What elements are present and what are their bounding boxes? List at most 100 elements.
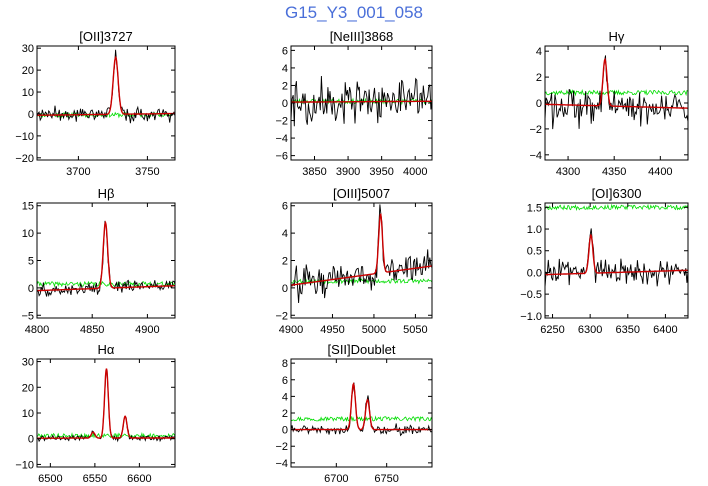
axes-frame <box>36 45 176 161</box>
x-tick-label: 5000 <box>362 324 386 336</box>
y-tick-label: 0 <box>282 425 288 437</box>
y-tick-label: −2 <box>275 310 288 322</box>
panel-title: Hβ <box>98 186 115 201</box>
model-fit <box>291 382 432 431</box>
y-tick-label: 4 <box>536 46 542 58</box>
axes-frame <box>544 202 689 319</box>
y-tick-label: 20 <box>22 65 34 77</box>
y-tick-label: 6 <box>282 201 288 213</box>
x-tick-label: 6350 <box>616 324 640 336</box>
plot-area <box>37 368 175 443</box>
plot-area <box>37 220 175 297</box>
panel-title: Hγ <box>609 29 625 44</box>
plot-area <box>291 204 432 304</box>
y-tick-label: −10 <box>15 459 34 471</box>
y-tick-label: 6 <box>282 375 288 387</box>
y-tick-label: 20 <box>22 382 34 394</box>
x-tick-label: 4900 <box>135 324 159 336</box>
y-tick-label: −2 <box>275 116 288 128</box>
x-tick-label: 4850 <box>80 324 104 336</box>
spectrum-panel: Hα −10 0 10 20 30 6500 6550 6600 <box>15 342 176 485</box>
x-tick-label: 3900 <box>336 166 360 178</box>
x-tick-label: 4900 <box>279 324 303 336</box>
x-tick-label: 3950 <box>369 166 393 178</box>
x-tick-label: 4800 <box>25 324 49 336</box>
spectrum-panel: [OI]6300 −1.0 −0.5 0.0 0.5 1.0 1.5 6250 6300 6350… <box>520 186 689 336</box>
model-fit <box>37 368 175 439</box>
y-tick-label: 0 <box>28 283 34 295</box>
y-tick-label: 10 <box>22 408 34 420</box>
y-tick-label: 2 <box>282 408 288 420</box>
y-tick-label: 4 <box>282 391 288 403</box>
x-tick-label: 6500 <box>38 473 62 485</box>
model-fit <box>291 213 432 286</box>
observed-spectrum <box>37 49 175 124</box>
y-tick-label: 2 <box>282 256 288 268</box>
y-tick-label: 10 <box>22 87 34 99</box>
observed-spectrum <box>545 55 688 130</box>
x-tick-label: 4350 <box>602 166 626 178</box>
y-tick-label: −4 <box>275 458 288 470</box>
y-tick-label: 0.5 <box>527 246 542 258</box>
observed-spectrum <box>291 204 432 304</box>
spectrum-panel: [NeIII]3868 −6 −4 −2 0 2 4 6 3850 3900 3950 4000 <box>275 29 433 178</box>
spectrum-panel: Hβ −5 0 5 10 15 4800 4850 4900 <box>21 186 176 336</box>
y-tick-label: 0 <box>28 109 34 121</box>
y-tick-label: 1.0 <box>527 224 542 236</box>
plot-area <box>37 49 175 124</box>
y-tick-label: 8 <box>282 358 288 370</box>
observed-spectrum <box>291 75 432 127</box>
y-tick-label: 4 <box>282 228 288 240</box>
y-tick-label: −2 <box>529 124 542 136</box>
x-tick-label: 3700 <box>66 166 90 178</box>
y-tick-label: 0.0 <box>527 267 542 279</box>
x-tick-label: 6400 <box>653 324 677 336</box>
error-spectrum <box>545 203 688 212</box>
y-tick-label: −1.0 <box>520 311 542 323</box>
panel-title: Hα <box>98 342 115 357</box>
y-tick-label: 6 <box>282 45 288 57</box>
y-tick-label: 2 <box>536 72 542 84</box>
model-fit <box>545 233 688 276</box>
y-tick-label: 1.5 <box>527 202 542 214</box>
plot-area <box>291 382 432 437</box>
y-tick-label: 0 <box>282 283 288 295</box>
y-tick-label: −5 <box>21 310 34 322</box>
y-tick-label: 5 <box>28 256 34 268</box>
y-tick-label: 30 <box>22 43 34 55</box>
y-tick-label: −2 <box>275 441 288 453</box>
panel-title: [NeIII]3868 <box>330 29 394 44</box>
y-tick-label: 4 <box>282 63 288 75</box>
observed-spectrum <box>545 228 688 288</box>
x-tick-label: 4000 <box>403 166 427 178</box>
observed-spectrum <box>37 369 175 443</box>
panel-title: [OI]6300 <box>592 186 642 201</box>
model-fit <box>37 55 175 116</box>
plot-area <box>545 55 688 130</box>
y-tick-label: 30 <box>22 357 34 369</box>
spectrum-panel: [SII]Doublet −4 −2 0 2 4 6 8 6700 6750 <box>275 342 433 485</box>
x-tick-label: 5050 <box>403 324 427 336</box>
y-tick-label: −4 <box>529 150 542 162</box>
y-tick-label: 10 <box>22 228 34 240</box>
spectrum-panel: [OII]3727 −20 −10 0 10 20 30 3700 3750 <box>15 29 176 178</box>
axes-frame <box>36 202 176 319</box>
model-fit <box>545 57 688 109</box>
x-tick-label: 6750 <box>374 473 398 485</box>
y-tick-label: 15 <box>22 201 34 213</box>
axes-frame <box>290 358 433 468</box>
model-fit <box>37 220 175 292</box>
y-tick-label: 0 <box>28 434 34 446</box>
error-spectrum <box>291 415 432 423</box>
error-spectrum <box>545 88 688 97</box>
spectrum-panel: Hγ −4 −2 0 2 4 4300 4350 4400 <box>529 29 689 178</box>
x-tick-label: 6550 <box>83 473 107 485</box>
y-tick-label: 0 <box>536 98 542 110</box>
panel-title: [OIII]5007 <box>333 186 390 201</box>
observed-spectrum <box>291 382 432 437</box>
panel-title: [OII]3727 <box>79 29 132 44</box>
y-tick-label: −4 <box>275 133 288 145</box>
y-tick-label: 0 <box>282 98 288 110</box>
x-tick-label: 4950 <box>320 324 344 336</box>
